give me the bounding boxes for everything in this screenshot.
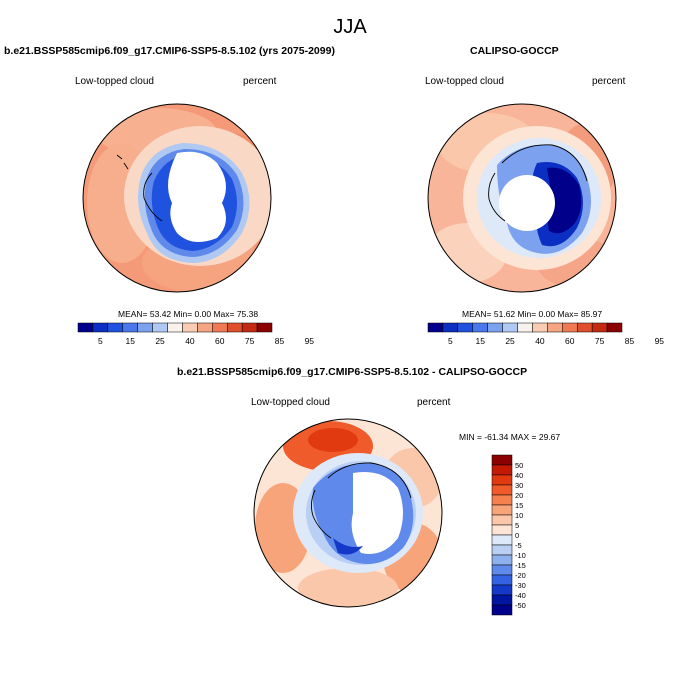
colorbar-right-swatch (487, 322, 503, 333)
colorbar-difference-swatch (491, 474, 513, 486)
colorbar-right-swatch (532, 322, 548, 333)
colorbar-difference-tick-label: -20 (515, 571, 526, 580)
map-right (427, 103, 617, 293)
difference-units: percent (417, 397, 451, 408)
colorbar-left-tick-label: 85 (275, 336, 285, 346)
panel-right-title: CALIPSO-GOCCP (470, 45, 559, 57)
colorbar-difference-tick-label: 10 (515, 511, 523, 520)
colorbar-difference-tick-label: 20 (515, 491, 523, 500)
colorbar-right-swatch (606, 322, 623, 333)
colorbar-right-swatch (472, 322, 488, 333)
colorbar-left-swatch (241, 322, 258, 333)
colorbar-difference-tick-label: -50 (515, 601, 526, 610)
colorbar-left-swatch (197, 322, 213, 333)
colorbar-difference-tick-label: -15 (515, 561, 526, 570)
colorbar-left-swatch (212, 322, 228, 333)
colorbar-right-tick-label: 5 (448, 336, 453, 346)
colorbar-right-swatch (457, 322, 474, 333)
colorbar-right-tick-label: 25 (505, 336, 515, 346)
colorbar-right-swatch (442, 322, 459, 333)
colorbar-right-swatch (591, 322, 608, 333)
colorbar-left-tick-label: 75 (245, 336, 255, 346)
colorbar-right-swatch (547, 322, 563, 333)
colorbar-right: 5 15 25 40 60 75 85 95 (427, 322, 664, 346)
colorbar-left-swatch (256, 322, 273, 333)
panel-left-units: percent (243, 76, 277, 87)
colorbar-difference-tick-label: 30 (515, 481, 523, 490)
panel-left-title: b.e21.BSSP585cmip6.f09_g17.CMIP6-SSP5-8.… (4, 45, 335, 57)
colorbar-difference-swatch (491, 454, 513, 466)
colorbar-right-swatch (502, 322, 518, 333)
colorbar-difference-swatch (491, 574, 513, 586)
colorbar-left-swatch (167, 322, 183, 333)
panel-right-variable: Low-topped cloud (425, 76, 504, 87)
colorbar-left-swatch (77, 322, 94, 333)
colorbar-right-tick-label: 85 (625, 336, 635, 346)
colorbar-left-tick-label: 60 (215, 336, 225, 346)
colorbar-left-swatch (122, 322, 138, 333)
panel-right-units: percent (592, 76, 626, 87)
colorbar-difference-tick-label: 50 (515, 461, 523, 470)
colorbar-left-swatch (182, 322, 198, 333)
colorbar-difference-swatch (491, 464, 513, 476)
colorbar-difference-tick-label: 5 (515, 521, 519, 530)
colorbar-difference-swatch (491, 554, 513, 566)
colorbar-left-swatch (152, 322, 168, 333)
panel-right-stats: MEAN= 51.62 Min= 0.00 Max= 85.97 (462, 309, 603, 319)
colorbar-difference-swatch (491, 484, 513, 496)
colorbar-left: 5 15 25 40 60 75 85 95 (77, 322, 314, 346)
colorbar-difference-swatch (491, 584, 513, 596)
colorbar-right-tick-label: 95 (655, 336, 665, 346)
colorbar-difference-tick-label: -40 (515, 591, 526, 600)
colorbar-difference-tick-label: 0 (515, 531, 519, 540)
colorbar-right-swatch (517, 322, 533, 333)
colorbar-difference-swatch (491, 494, 513, 506)
difference-stats: MIN = -61.34 MAX = 29.67 (459, 432, 561, 442)
colorbar-right-swatch (576, 322, 593, 333)
colorbar-difference-tick-label: 15 (515, 501, 523, 510)
colorbar-difference-tick-label: -10 (515, 551, 526, 560)
map-difference (253, 418, 443, 608)
colorbar-right-swatch (427, 322, 444, 333)
colorbar-left-tick-label: 25 (155, 336, 165, 346)
colorbar-left-swatch (226, 322, 243, 333)
colorbar-difference-swatch (491, 534, 513, 546)
colorbar-difference-swatch (491, 504, 513, 516)
colorbar-difference-tick-label: -5 (515, 541, 522, 550)
colorbar-left-swatch (107, 322, 124, 333)
colorbar-difference-swatch (491, 514, 513, 526)
colorbar-right-tick-label: 60 (565, 336, 575, 346)
colorbar-right-tick-label: 40 (535, 336, 545, 346)
difference-variable: Low-topped cloud (251, 397, 330, 408)
colorbar-left-tick-label: 15 (125, 336, 135, 346)
colorbar-difference-swatch (491, 564, 513, 576)
colorbar-left-tick-label: 5 (98, 336, 103, 346)
map-left (82, 103, 272, 293)
colorbar-difference-swatch (491, 604, 513, 616)
colorbar-right-tick-label: 15 (475, 336, 485, 346)
panel-left-variable: Low-topped cloud (75, 76, 154, 87)
colorbar-right-swatch (562, 322, 578, 333)
colorbar-left-swatch (137, 322, 153, 333)
colorbar-difference-swatch (491, 524, 513, 536)
panel-left-stats: MEAN= 53.42 Min= 0.00 Max= 75.38 (118, 309, 259, 319)
colorbar-difference-swatch (491, 544, 513, 556)
page-title: JJA (333, 16, 367, 38)
colorbar-difference-swatch (491, 594, 513, 606)
difference-title: b.e21.BSSP585cmip6.f09_g17.CMIP6-SSP5-8.… (177, 366, 528, 378)
colorbar-right-tick-label: 75 (595, 336, 605, 346)
colorbar-left-tick-label: 95 (305, 336, 315, 346)
colorbar-left-swatch (92, 322, 109, 333)
colorbar-difference-tick-label: 40 (515, 471, 523, 480)
colorbar-left-tick-label: 40 (185, 336, 195, 346)
colorbar-difference-tick-label: -30 (515, 581, 526, 590)
